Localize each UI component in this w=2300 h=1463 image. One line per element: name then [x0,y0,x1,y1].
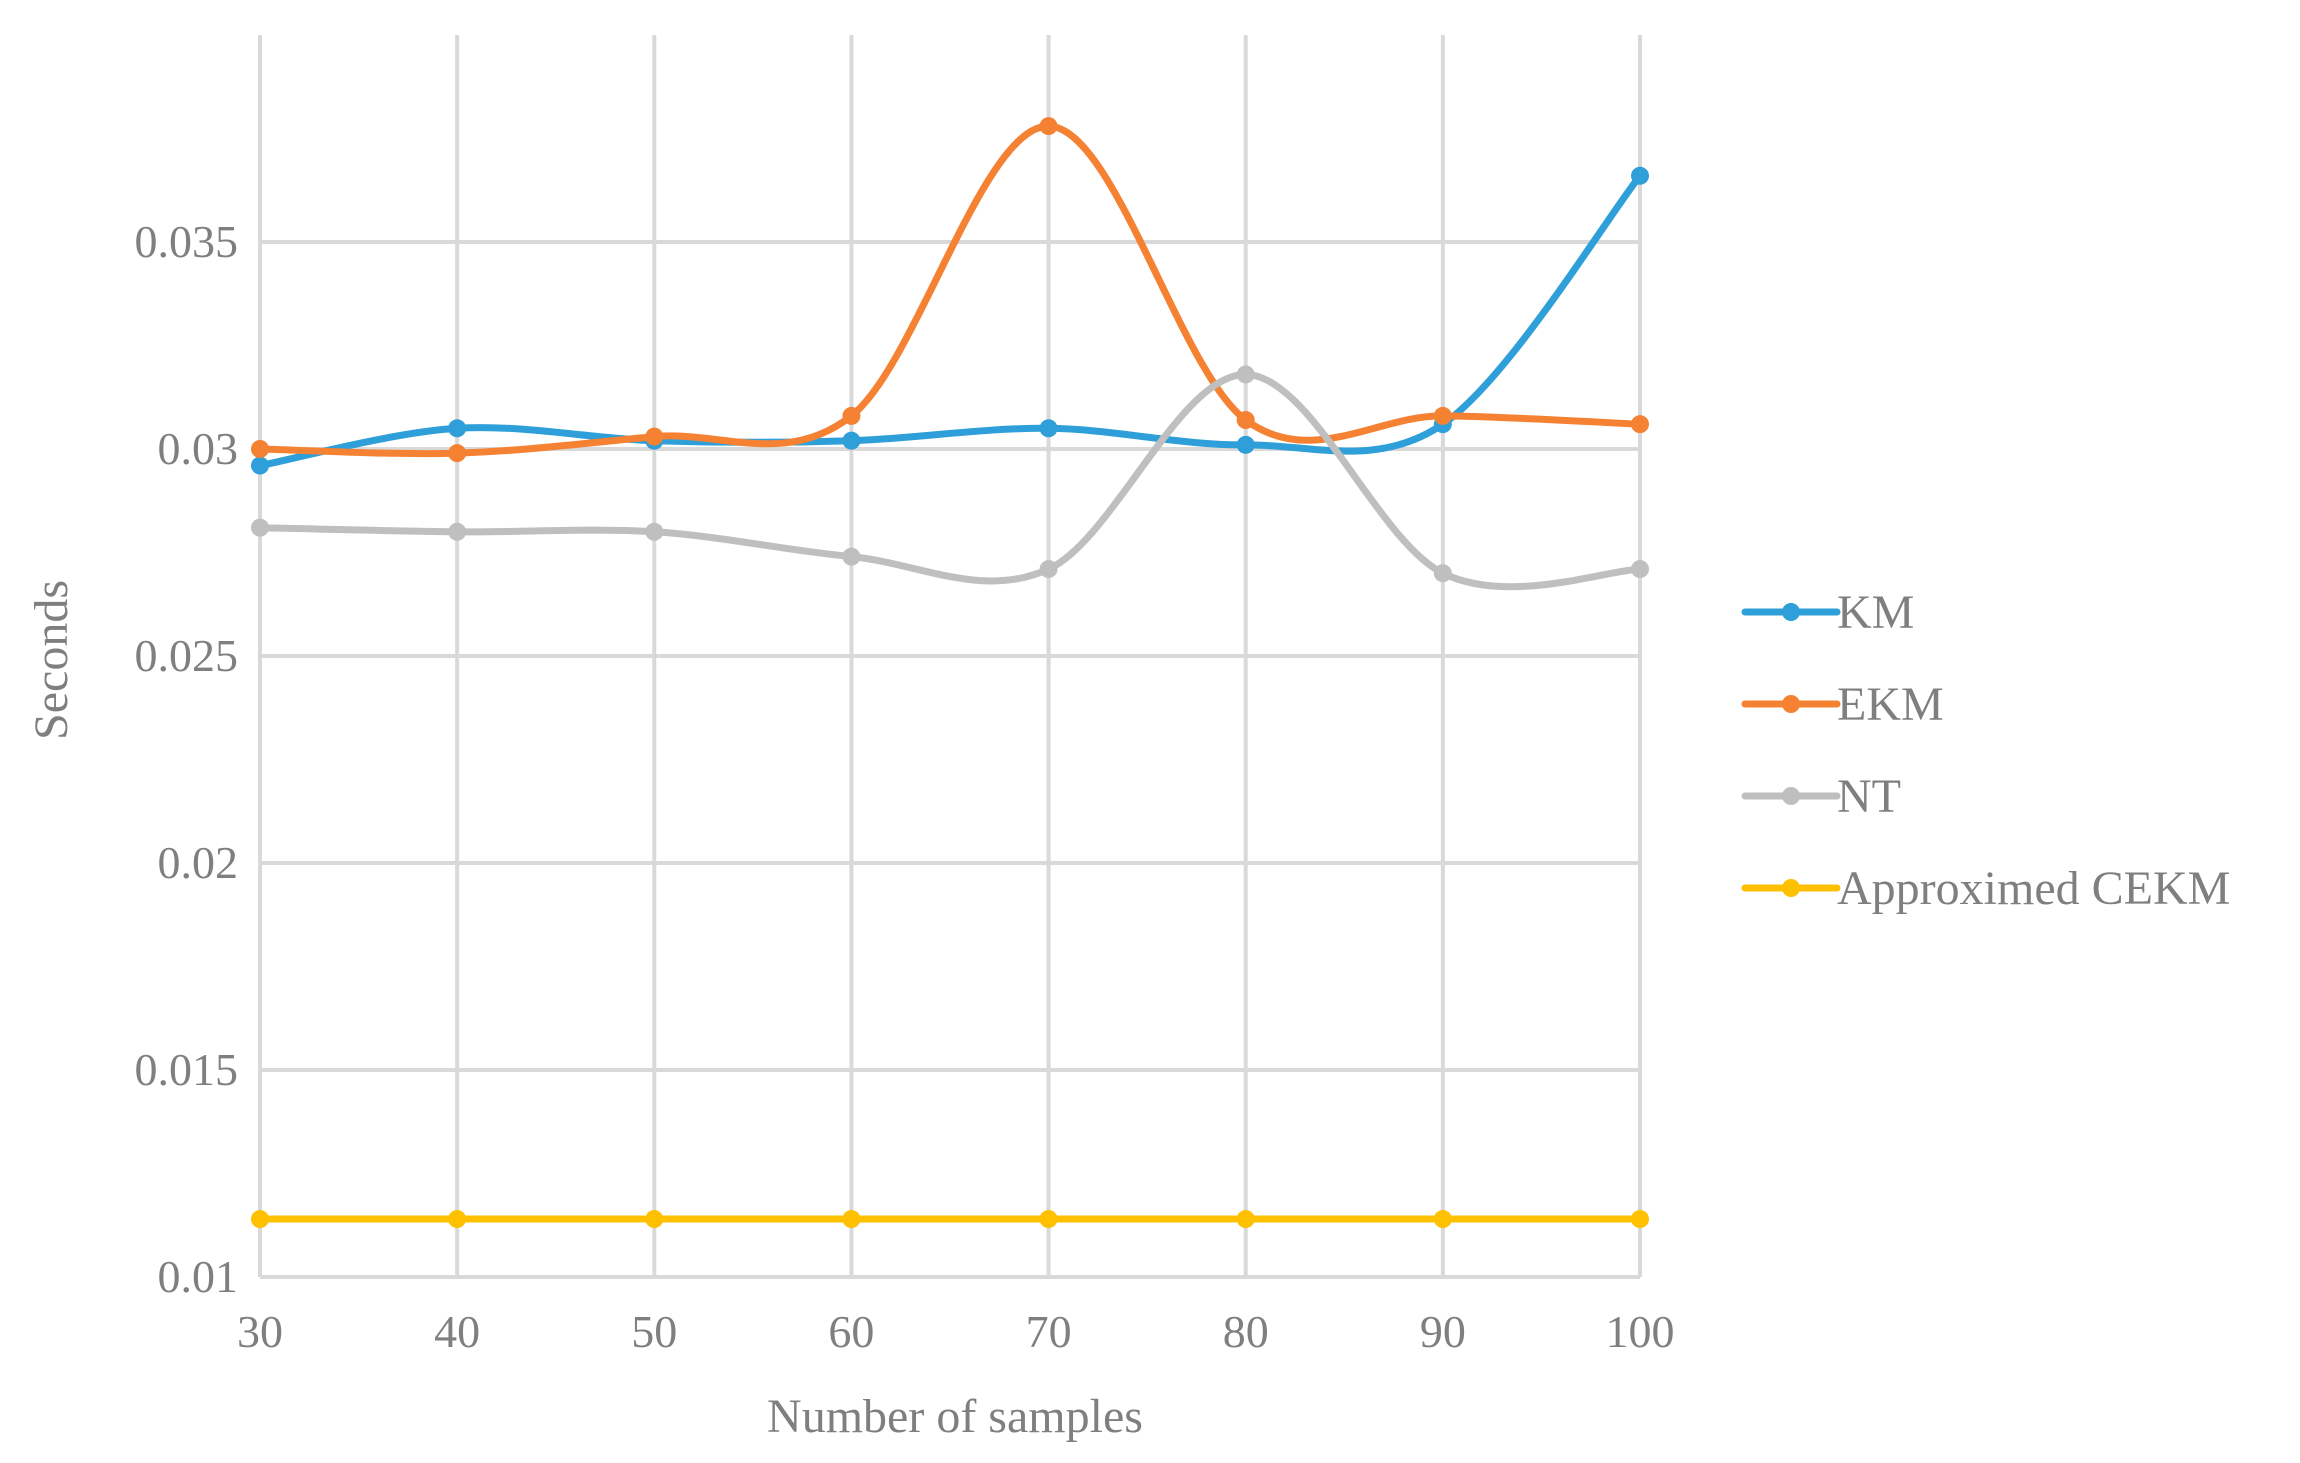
legend-label: Approximed CEKM [1837,862,2230,915]
legend-item-km: KM [1741,586,1914,639]
data-point-ekm [645,427,664,446]
legend-swatch-marker [1782,603,1800,621]
data-point-ekm [1631,415,1649,434]
data-point-km [448,419,467,438]
data-point-nt [448,522,467,541]
data-point-km [842,431,861,450]
grid [258,35,1642,1277]
legend-label: EKM [1837,678,1944,731]
data-point-nt [842,547,861,566]
data-point-nt [1631,560,1649,579]
data-point-approximed-cekm [842,1210,861,1229]
data-point-nt [645,522,664,541]
legend-item-nt: NT [1741,770,1901,823]
x-tick-label: 60 [828,1306,874,1357]
x-tick-label: 70 [1026,1306,1072,1357]
data-point-approximed-cekm [448,1210,467,1229]
x-tick-label: 40 [434,1306,480,1357]
data-point-approximed-cekm [251,1210,269,1229]
series-km [251,166,1649,475]
series-nt [251,365,1649,591]
data-point-approximed-cekm [1236,1210,1255,1229]
series-line-nt [256,370,1644,591]
legend-swatch-marker [1782,879,1800,897]
data-point-ekm [842,406,861,425]
tick-labels: 0.01 0.015 0.02 0.025 0.03 0.035 30 40 50 60 70 80 9… [135,216,1675,1357]
legend-swatch-marker [1782,787,1800,805]
y-axis-title: Seconds [25,580,78,740]
data-point-km [1236,435,1255,454]
data-point-km [251,456,269,475]
x-tick-label: 30 [237,1306,283,1357]
data-point-ekm [1236,411,1255,430]
data-point-approximed-cekm [1433,1210,1452,1229]
data-point-nt [1433,564,1452,583]
data-point-nt [1039,560,1058,579]
data-point-ekm [1039,117,1058,136]
data-point-ekm [448,444,467,463]
series-group [251,117,1649,1229]
data-point-approximed-cekm [1039,1210,1058,1229]
data-point-km [1631,166,1649,185]
series-approximed-cekm [251,1210,1649,1229]
series-line-ekm [256,122,1644,458]
data-point-km [1039,419,1058,438]
legend-item-approximed-cekm: Approximed CEKM [1741,862,2230,915]
y-tick-label: 0.035 [135,216,239,267]
y-tick-label: 0.025 [135,630,239,681]
x-tick-label: 80 [1223,1306,1269,1357]
data-point-nt [251,518,269,537]
y-tick-label: 0.02 [158,837,239,888]
y-tick-label: 0.015 [135,1044,239,1095]
x-tick-label: 90 [1420,1306,1466,1357]
data-point-approximed-cekm [1631,1210,1649,1229]
legend-label: NT [1837,770,1901,823]
legend-label: KM [1837,586,1914,639]
data-point-ekm [251,440,269,458]
x-tick-label: 100 [1606,1306,1675,1357]
series-line-km [256,172,1644,470]
x-axis-title: Number of samples [767,1390,1143,1443]
y-tick-label: 0.03 [158,423,239,474]
x-tick-label: 50 [631,1306,677,1357]
legend-swatch-marker [1782,695,1800,713]
legend-item-ekm: EKM [1741,678,1944,731]
legend: KM EKM NT Approximed CEKM [1741,586,2230,915]
data-point-ekm [1433,406,1452,425]
data-point-approximed-cekm [645,1210,664,1229]
data-point-nt [1236,365,1255,384]
y-tick-label: 0.01 [158,1251,239,1302]
series-ekm [251,117,1649,463]
